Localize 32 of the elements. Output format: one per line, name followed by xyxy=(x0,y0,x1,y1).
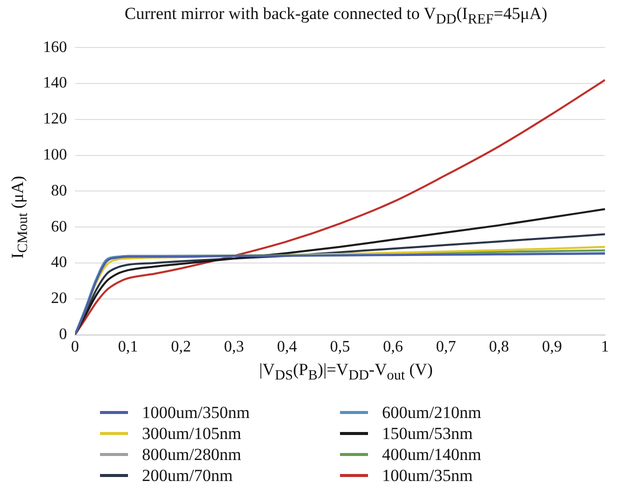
y-tick-label: 100 xyxy=(43,146,67,164)
x-tick-label: 0,5 xyxy=(330,338,350,356)
y-tick-label: 40 xyxy=(51,254,67,272)
legend-label: 600um/210nm xyxy=(382,402,482,423)
x-tick-label: 0,2 xyxy=(171,338,191,356)
chart-title: Current mirror with back-gate connected to V$_{DD}$(I$_{REF}$=45μA) xyxy=(124,4,548,28)
y-tick-label: 60 xyxy=(51,218,67,236)
y-tick-label: 80 xyxy=(51,182,67,200)
legend-label: 800um/280nm xyxy=(142,444,242,465)
y-tick-label: 140 xyxy=(43,74,67,92)
legend-label: 200um/70nm xyxy=(142,465,233,486)
legend-label: 1000um/350nm xyxy=(142,402,250,423)
y-tick-label: 0 xyxy=(59,326,67,344)
x-tick-label: 0,1 xyxy=(118,338,138,356)
x-tick-label: 0,3 xyxy=(224,338,244,356)
x-tick-label: 0,8 xyxy=(489,338,509,356)
line-series xyxy=(75,208,605,335)
y-tick-label: 20 xyxy=(51,290,67,308)
text: |V$_{DS}$(P$_{B}$)|=V$_{DD}$-V$_{out}$ (V) xyxy=(259,360,433,384)
legend-label: 400um/140nm xyxy=(382,444,482,465)
y-tick-label: 160 xyxy=(43,38,67,56)
legend-label: 150um/53nm xyxy=(382,423,473,444)
y-tick-label: 120 xyxy=(43,110,67,128)
x-tick-label: 0,6 xyxy=(383,338,403,356)
legend-label: 100um/35nm xyxy=(382,465,473,486)
x-tick-label: 0,7 xyxy=(436,338,456,356)
x-tick-label: 0,4 xyxy=(277,338,297,356)
legend-label: 300um/105nm xyxy=(142,423,242,444)
x-tick-label: 1 xyxy=(601,338,609,356)
line-series xyxy=(75,78,605,335)
x-tick-label: 0 xyxy=(71,338,79,356)
x-tick-label: 0,9 xyxy=(542,338,562,356)
